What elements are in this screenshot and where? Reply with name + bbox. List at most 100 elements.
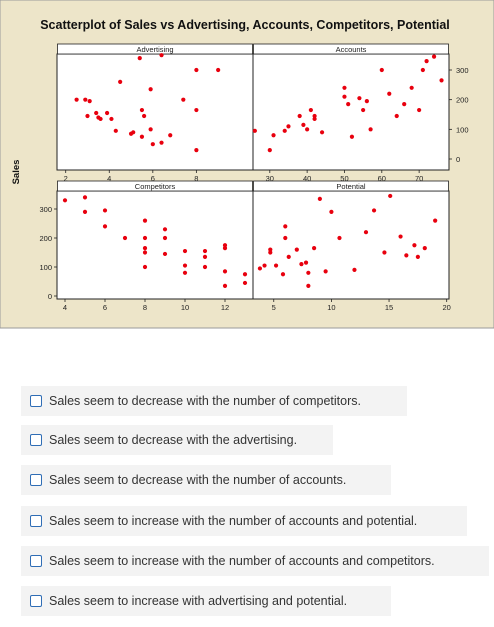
- data-point: [142, 264, 148, 270]
- answer-option[interactable]: Sales seem to decrease with the advertis…: [21, 425, 333, 455]
- data-point: [181, 97, 186, 102]
- data-point: [148, 127, 153, 132]
- data-point: [312, 246, 317, 251]
- data-point: [301, 122, 306, 127]
- answer-option[interactable]: Sales seem to increase with advertising …: [21, 586, 391, 616]
- panel-frame: [56, 53, 254, 171]
- data-point: [162, 227, 168, 232]
- data-point: [142, 113, 147, 119]
- data-point: [402, 102, 407, 107]
- data-point: [113, 128, 118, 133]
- data-point: [286, 254, 291, 259]
- data-point: [431, 54, 437, 59]
- data-point: [312, 113, 317, 119]
- data-point: [74, 97, 79, 102]
- data-point: [342, 85, 347, 90]
- data-point: [306, 283, 311, 288]
- x-tick-label: 8: [194, 174, 198, 183]
- x-tick-label: 12: [221, 303, 229, 312]
- y-tick-label: 300: [39, 205, 52, 214]
- data-point: [242, 280, 248, 286]
- data-point: [162, 235, 168, 241]
- data-point: [216, 67, 221, 73]
- x-tick-label: 15: [385, 303, 393, 312]
- data-point: [222, 269, 228, 274]
- checkbox[interactable]: [30, 474, 42, 486]
- answer-option[interactable]: Sales seem to decrease with the number o…: [21, 386, 407, 416]
- x-tick-label: 30: [266, 174, 274, 183]
- y-tick-label: 100: [456, 125, 469, 134]
- data-point: [118, 79, 123, 84]
- panel-header: [57, 43, 253, 55]
- y-tick-label: 0: [456, 155, 460, 164]
- chart-title: Scatterplot of Sales vs Advertising, Acc…: [40, 18, 450, 32]
- x-tick-label: 8: [143, 303, 147, 312]
- data-point: [222, 246, 228, 251]
- data-point: [122, 235, 128, 241]
- data-point: [142, 250, 148, 255]
- data-point: [142, 235, 148, 241]
- data-point: [85, 113, 90, 119]
- data-point: [268, 247, 273, 252]
- data-point: [371, 208, 377, 213]
- x-tick-label: 60: [378, 174, 386, 183]
- data-point: [299, 262, 304, 267]
- answer-option[interactable]: Sales seem to decrease with the number o…: [21, 465, 391, 495]
- x-tick-label: 50: [340, 174, 348, 183]
- data-point: [62, 198, 68, 203]
- data-point: [417, 107, 422, 113]
- data-point: [323, 269, 328, 274]
- data-point: [352, 267, 357, 272]
- data-point: [257, 266, 263, 271]
- answer-option-label: Sales seem to decrease with the number o…: [49, 473, 347, 487]
- y-tick-label: 300: [456, 66, 469, 75]
- data-point: [87, 99, 92, 104]
- data-point: [342, 94, 347, 99]
- checkbox[interactable]: [30, 555, 42, 567]
- data-point: [182, 248, 188, 254]
- checkbox[interactable]: [30, 434, 42, 446]
- x-tick-label: 4: [107, 174, 111, 183]
- data-point: [317, 196, 322, 201]
- data-point: [222, 243, 228, 248]
- data-point: [329, 209, 334, 214]
- data-point: [267, 148, 272, 153]
- x-tick-label: 4: [63, 303, 67, 312]
- data-point: [252, 128, 257, 133]
- checkbox[interactable]: [30, 395, 42, 407]
- checkbox[interactable]: [30, 515, 42, 527]
- x-tick-label: 20: [443, 303, 451, 312]
- data-point: [94, 110, 99, 116]
- data-point: [305, 127, 310, 132]
- answer-option[interactable]: Sales seem to increase with the number o…: [21, 506, 467, 536]
- data-point: [159, 140, 164, 145]
- x-tick-label: 40: [303, 174, 311, 183]
- data-point: [262, 263, 267, 268]
- panel-title: Accounts: [336, 45, 367, 54]
- answer-option-label: Sales seem to increase with the number o…: [49, 554, 435, 568]
- data-point: [194, 67, 199, 73]
- data-point: [82, 195, 88, 200]
- x-tick-label: 5: [272, 303, 276, 312]
- data-point: [420, 67, 425, 73]
- answer-option-label: Sales seem to increase with the number o…: [49, 514, 418, 528]
- data-point: [222, 283, 228, 288]
- panel-title: Advertising: [136, 45, 173, 54]
- data-point: [412, 243, 417, 248]
- data-point: [398, 234, 403, 239]
- data-point: [162, 251, 168, 257]
- x-tick-label: 70: [415, 174, 423, 183]
- x-tick-label: 10: [181, 303, 189, 312]
- data-point: [382, 250, 387, 255]
- checkbox[interactable]: [30, 595, 42, 607]
- data-point: [346, 102, 351, 107]
- answer-option[interactable]: Sales seem to increase with the number o…: [21, 546, 489, 576]
- y-tick-label: 100: [39, 263, 52, 272]
- data-point: [387, 91, 392, 96]
- data-point: [242, 272, 248, 277]
- y-tick-label: 200: [456, 96, 469, 105]
- data-point: [150, 142, 155, 147]
- panel-header: [253, 43, 449, 55]
- data-point: [363, 230, 369, 235]
- data-point: [104, 110, 110, 116]
